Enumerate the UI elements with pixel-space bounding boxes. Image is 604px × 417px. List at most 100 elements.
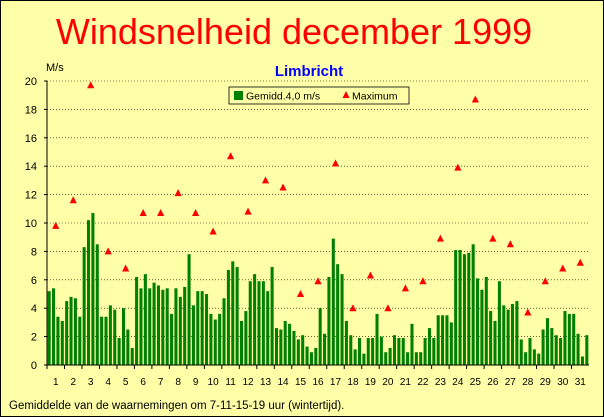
- bar: [86, 220, 91, 365]
- bar: [493, 320, 497, 365]
- bar: [196, 291, 200, 365]
- x-tick-label: 10: [208, 377, 220, 388]
- bar: [484, 276, 488, 365]
- bar: [126, 329, 130, 365]
- maximum-point: [261, 176, 270, 184]
- bar: [152, 282, 156, 365]
- bar: [349, 335, 353, 365]
- bar: [200, 291, 204, 365]
- bar: [218, 313, 222, 365]
- bar: [410, 323, 414, 365]
- x-tick-label: 8: [175, 377, 181, 388]
- x-tick-label: 6: [140, 377, 146, 388]
- bar: [113, 309, 117, 365]
- x-tick-label: 14: [277, 377, 289, 388]
- maximum-point: [384, 304, 392, 312]
- bar: [323, 333, 327, 365]
- bar: [432, 338, 436, 365]
- x-tick-label: 3: [88, 377, 94, 388]
- bar: [327, 276, 331, 365]
- bar: [121, 308, 126, 365]
- x-tick-label: 16: [312, 377, 324, 388]
- bar: [436, 315, 440, 365]
- bar: [56, 316, 60, 365]
- bar: [60, 320, 64, 365]
- bar: [91, 213, 95, 365]
- bar: [344, 320, 348, 365]
- bar: [78, 316, 82, 365]
- y-tick-label: 18: [25, 104, 37, 116]
- x-tick-label: 22: [417, 377, 429, 388]
- bar: [510, 303, 515, 365]
- bar: [528, 338, 532, 365]
- bar: [336, 264, 340, 365]
- bar: [314, 347, 318, 365]
- bar: [52, 288, 56, 365]
- maximum-point: [576, 258, 584, 266]
- maximum-point: [524, 308, 532, 316]
- x-tick-label: 4: [105, 377, 111, 388]
- legend-bar-label: Gemidd.4,0 m/s: [246, 91, 320, 103]
- x-tick-label: 21: [400, 377, 412, 388]
- bar: [454, 249, 458, 365]
- bar: [261, 281, 265, 365]
- x-tick-label: 5: [123, 377, 129, 388]
- bar: [362, 353, 366, 365]
- bar: [476, 278, 480, 365]
- maximum-point: [331, 159, 340, 167]
- bar: [139, 288, 143, 365]
- bar: [187, 254, 191, 365]
- bar: [401, 338, 405, 365]
- bar: [357, 338, 362, 365]
- bar: [235, 267, 239, 365]
- bar: [283, 320, 287, 365]
- bar: [301, 335, 305, 365]
- bar: [253, 274, 257, 365]
- bar: [366, 338, 370, 365]
- y-tick-label: 6: [31, 275, 37, 287]
- bar: [489, 311, 493, 365]
- bar-series: [47, 213, 589, 365]
- bar: [563, 311, 567, 365]
- x-tick-label: 25: [470, 377, 482, 388]
- bar: [506, 309, 510, 365]
- bar: [502, 305, 506, 365]
- maximum-point: [401, 284, 410, 292]
- y-tick-label: 20: [25, 76, 37, 88]
- bar: [274, 328, 279, 365]
- bar: [515, 301, 519, 365]
- maximum-point: [506, 240, 514, 248]
- bar: [288, 323, 292, 365]
- bar: [519, 339, 523, 365]
- maximum-point: [314, 277, 322, 285]
- bar: [65, 301, 69, 365]
- bar: [161, 289, 165, 365]
- maximum-point: [454, 163, 462, 171]
- bar: [559, 338, 563, 365]
- maximum-point: [436, 234, 444, 242]
- bar: [143, 274, 147, 365]
- bar: [353, 349, 357, 365]
- bar: [384, 352, 388, 365]
- bar: [340, 274, 344, 365]
- y-tick-label: 12: [25, 190, 37, 202]
- bar: [318, 308, 322, 365]
- x-tick-label: 20: [382, 377, 394, 388]
- bar: [554, 335, 558, 365]
- bar: [239, 320, 244, 365]
- legend-maximum-label: Maximum: [352, 91, 398, 103]
- bar: [108, 305, 112, 365]
- x-tick-label: 15: [295, 377, 307, 388]
- x-tick-label: 24: [452, 377, 464, 388]
- x-tick-label: 17: [330, 377, 342, 388]
- x-tick-label: 9: [193, 377, 199, 388]
- bar: [449, 322, 453, 365]
- maximum-point: [349, 304, 357, 312]
- bar: [266, 291, 270, 365]
- bar: [231, 261, 235, 365]
- bar: [104, 316, 108, 365]
- bar: [576, 333, 580, 365]
- maximum-point: [226, 152, 235, 160]
- bar: [156, 285, 160, 365]
